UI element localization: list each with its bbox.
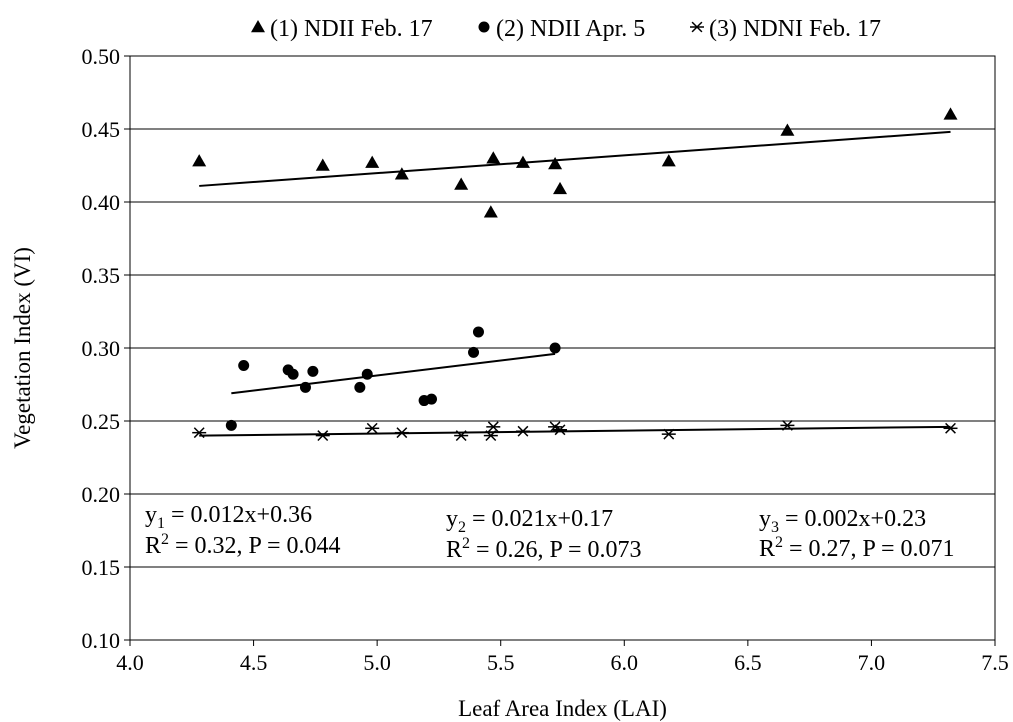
point-series-2 <box>549 342 561 354</box>
point-series-2 <box>238 360 250 372</box>
x-tick-label: 5.0 <box>363 650 391 675</box>
x-axis-tick-labels: 4.0 4.5 5.0 5.5 6.0 6.5 7.0 7.5 <box>116 650 1009 675</box>
x-tick-label: 6.5 <box>734 650 762 675</box>
point-series-1 <box>315 158 330 171</box>
point-series-3 <box>454 430 469 442</box>
trendline-series-1 <box>199 130 951 187</box>
legend: (1) NDII Feb. 17 (2) NDII Apr. 5 (3) NDNI … <box>251 16 881 42</box>
legend-marker-series-1 <box>251 20 265 33</box>
point-series-3 <box>661 428 676 440</box>
x-tick-label: 5.5 <box>487 650 515 675</box>
point-series-1 <box>483 205 498 218</box>
point-series-1 <box>661 154 676 167</box>
point-series-1 <box>943 107 958 120</box>
trendline-series-3 <box>199 425 951 437</box>
y-tick-label: 0.25 <box>82 409 121 434</box>
x-axis-title: Leaf Area Index (LAI) <box>458 696 667 721</box>
y-axis-title: Vegetation Index (VI) <box>10 247 35 449</box>
point-series-2 <box>468 346 480 358</box>
point-series-3 <box>192 427 207 439</box>
point-series-3 <box>365 422 380 434</box>
equation-line-3: y3 = 0.002x+0.23 <box>759 506 926 536</box>
point-series-3 <box>486 421 501 433</box>
point-series-2 <box>354 381 366 393</box>
point-series-1 <box>780 123 795 136</box>
point-series-1 <box>515 155 530 168</box>
r-squared-line-2: R2 = 0.26, P = 0.073 <box>446 535 642 563</box>
plot-area-frame <box>129 55 996 641</box>
point-series-3 <box>394 427 409 439</box>
point-series-1 <box>192 154 207 167</box>
y-tick-label: 0.50 <box>82 44 121 69</box>
x-tick-label: 6.0 <box>611 650 639 675</box>
legend-marker-series-3 <box>690 21 704 33</box>
y-tick-label: 0.20 <box>82 482 121 507</box>
equation-line-1: y1 = 0.012x+0.36 <box>145 502 312 532</box>
x-tick-label: 4.5 <box>240 650 268 675</box>
point-series-1 <box>454 177 469 190</box>
point-series-1 <box>548 157 563 170</box>
point-series-2 <box>287 368 299 380</box>
x-tick-label: 7.5 <box>981 650 1009 675</box>
point-series-3 <box>943 422 958 434</box>
y-tick-label: 0.10 <box>82 628 121 653</box>
point-series-2 <box>225 419 237 431</box>
equation-line-2: y2 = 0.021x+0.17 <box>446 506 613 536</box>
data-points <box>192 107 958 442</box>
point-series-1 <box>486 151 501 164</box>
point-series-3 <box>515 425 530 437</box>
legend-label-series-2: (2) NDII Apr. 5 <box>496 16 645 42</box>
y-tick-label: 0.40 <box>82 190 121 215</box>
point-series-1 <box>365 155 380 168</box>
grid-lines <box>124 55 996 646</box>
point-series-3 <box>780 419 795 431</box>
point-series-2 <box>307 365 319 377</box>
legend-label-series-3: (3) NDNI Feb. 17 <box>709 16 881 42</box>
point-series-3 <box>483 430 498 442</box>
legend-marker-series-2 <box>478 21 490 33</box>
point-series-3 <box>315 430 330 442</box>
trendlines <box>199 130 951 437</box>
y-tick-label: 0.30 <box>82 336 121 361</box>
x-tick-label: 7.0 <box>858 650 886 675</box>
point-series-1 <box>553 181 568 195</box>
point-series-1 <box>394 167 409 180</box>
r-squared-line-1: R2 = 0.32, P = 0.044 <box>145 531 341 559</box>
point-series-2 <box>299 381 311 393</box>
trendline-series-2 <box>231 352 556 395</box>
x-tick-label: 4.0 <box>116 650 144 675</box>
y-axis-tick-labels: 0.10 0.15 0.20 0.25 0.30 0.35 0.40 0.45 0.50 <box>82 44 121 653</box>
point-series-3 <box>553 424 568 436</box>
legend-label-series-1: (1) NDII Feb. 17 <box>270 16 433 42</box>
r-squared-line-3: R2 = 0.27, P = 0.071 <box>759 534 955 562</box>
y-tick-label: 0.45 <box>82 117 121 142</box>
y-tick-label: 0.15 <box>82 555 121 580</box>
point-series-2 <box>361 368 373 380</box>
point-series-2 <box>426 393 438 405</box>
point-series-2 <box>472 326 484 338</box>
y-tick-label: 0.35 <box>82 263 121 288</box>
